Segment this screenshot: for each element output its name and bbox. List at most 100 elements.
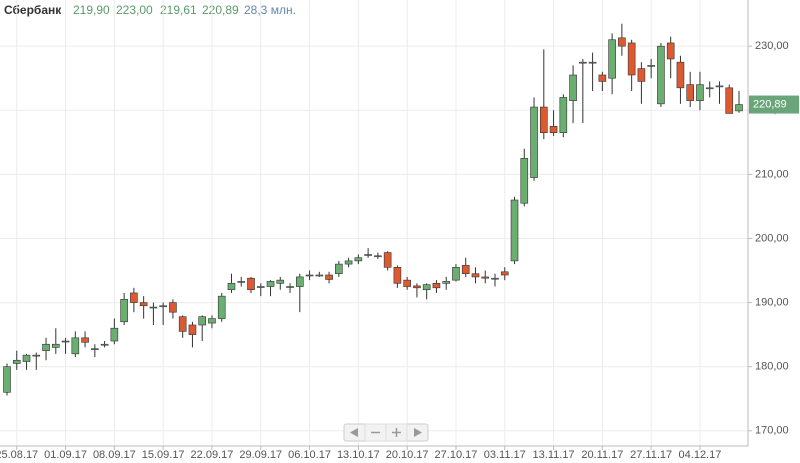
candle-body xyxy=(344,260,353,265)
candle-body xyxy=(393,267,402,284)
candle-body xyxy=(432,283,441,289)
candle-body xyxy=(471,273,480,278)
candle-body xyxy=(188,324,197,335)
candle-body xyxy=(686,84,695,101)
y-tick-label: 200,00 xyxy=(755,232,789,244)
x-tick-label: 29.09.17 xyxy=(239,449,282,461)
candle-body xyxy=(579,61,587,64)
y-tick-label: 180,00 xyxy=(755,361,789,373)
candle-body xyxy=(422,284,431,291)
candle-body xyxy=(374,255,382,258)
y-tick-label: 190,00 xyxy=(755,296,789,308)
zoom-in[interactable] xyxy=(385,423,408,442)
x-tick-label: 15.09.17 xyxy=(142,449,185,461)
candle-body xyxy=(647,65,655,67)
x-tick-label: 03.11.17 xyxy=(484,449,526,461)
low-price: 219,61 xyxy=(160,3,197,17)
x-tick-label: 06.10.17 xyxy=(288,449,331,461)
scroll-control xyxy=(343,423,429,442)
candle-body xyxy=(286,286,294,288)
candle-body xyxy=(237,281,246,283)
candle-body xyxy=(491,277,499,280)
candle-body xyxy=(42,343,50,351)
candle-body xyxy=(12,359,21,364)
candle-body xyxy=(696,84,704,101)
y-tick-label: 210,00 xyxy=(755,168,789,180)
candle-body xyxy=(178,316,187,332)
candle-body xyxy=(247,277,255,291)
candle-body xyxy=(32,354,41,357)
candle-body xyxy=(559,97,568,133)
x-tick-label: 20.10.17 xyxy=(386,449,429,461)
candle-body xyxy=(100,343,109,346)
candle-body xyxy=(61,340,70,343)
candle-body xyxy=(442,281,451,284)
candle-body xyxy=(335,263,343,275)
candle-body xyxy=(110,327,119,342)
candle-body xyxy=(198,316,206,326)
candle-body xyxy=(256,286,265,288)
candle-body xyxy=(725,87,734,114)
candle-body xyxy=(354,257,363,262)
candle-body xyxy=(588,61,597,64)
x-tick-label: 25.08.17 xyxy=(0,449,38,461)
candle-body xyxy=(139,302,148,307)
candle-body xyxy=(227,283,236,291)
candle-body xyxy=(81,337,89,343)
candle-body xyxy=(149,306,158,309)
candle-body xyxy=(305,274,314,277)
candle-body xyxy=(325,274,333,280)
x-tick-label: 04.12.17 xyxy=(679,449,722,461)
x-tick-label: 01.09.17 xyxy=(44,449,87,461)
candle-body xyxy=(598,74,607,82)
candle-body xyxy=(520,158,529,204)
candle-body xyxy=(403,279,411,287)
candle-body xyxy=(130,292,138,303)
candle-body xyxy=(71,337,80,355)
candle-body xyxy=(208,318,216,324)
candle-body xyxy=(549,125,558,133)
candle-body xyxy=(295,276,304,287)
candle-body xyxy=(637,68,646,82)
volume: 28,3 млн. xyxy=(244,3,296,17)
candle-body xyxy=(266,281,275,287)
candle-body xyxy=(569,74,577,101)
candle-body xyxy=(217,295,226,319)
candle-body xyxy=(452,267,460,281)
x-tick-label: 08.09.17 xyxy=(93,449,136,461)
last-price-tag xyxy=(749,95,799,114)
candle-body xyxy=(657,45,665,105)
scroll-left[interactable] xyxy=(344,424,365,441)
candle-body xyxy=(315,274,324,277)
candle-body xyxy=(618,37,626,47)
candle-body xyxy=(3,366,11,393)
candle-body xyxy=(676,61,685,89)
candle-body xyxy=(276,279,285,284)
x-tick-label: 22.09.17 xyxy=(191,449,234,461)
x-tick-label: 27.10.17 xyxy=(435,449,478,461)
x-tick-label: 13.11.17 xyxy=(533,449,575,461)
candle-body xyxy=(461,265,470,275)
high-price: 223,00 xyxy=(116,3,153,17)
x-tick-label: 20.11.17 xyxy=(581,449,623,461)
candle-body xyxy=(735,104,743,112)
candle-body xyxy=(510,199,519,262)
ticker-name: Сбербанк xyxy=(4,3,62,17)
candle-body xyxy=(120,299,128,323)
candle-body xyxy=(608,39,616,79)
candle-body xyxy=(91,348,99,351)
x-tick-label: 13.10.17 xyxy=(337,449,380,461)
candle-body xyxy=(169,302,177,313)
y-tick-label: 230,00 xyxy=(755,40,789,52)
candle-body xyxy=(22,354,31,362)
open-price: 219,90 xyxy=(73,3,110,17)
close-price: 220,89 xyxy=(202,3,239,17)
last-price-label: 220,89 xyxy=(753,98,787,110)
y-tick-label: 170,00 xyxy=(755,425,789,437)
candle-body xyxy=(627,42,636,76)
candle-body xyxy=(383,252,392,268)
candle-body xyxy=(539,106,548,133)
candle-body xyxy=(715,85,724,88)
scroll-right[interactable] xyxy=(407,424,428,441)
